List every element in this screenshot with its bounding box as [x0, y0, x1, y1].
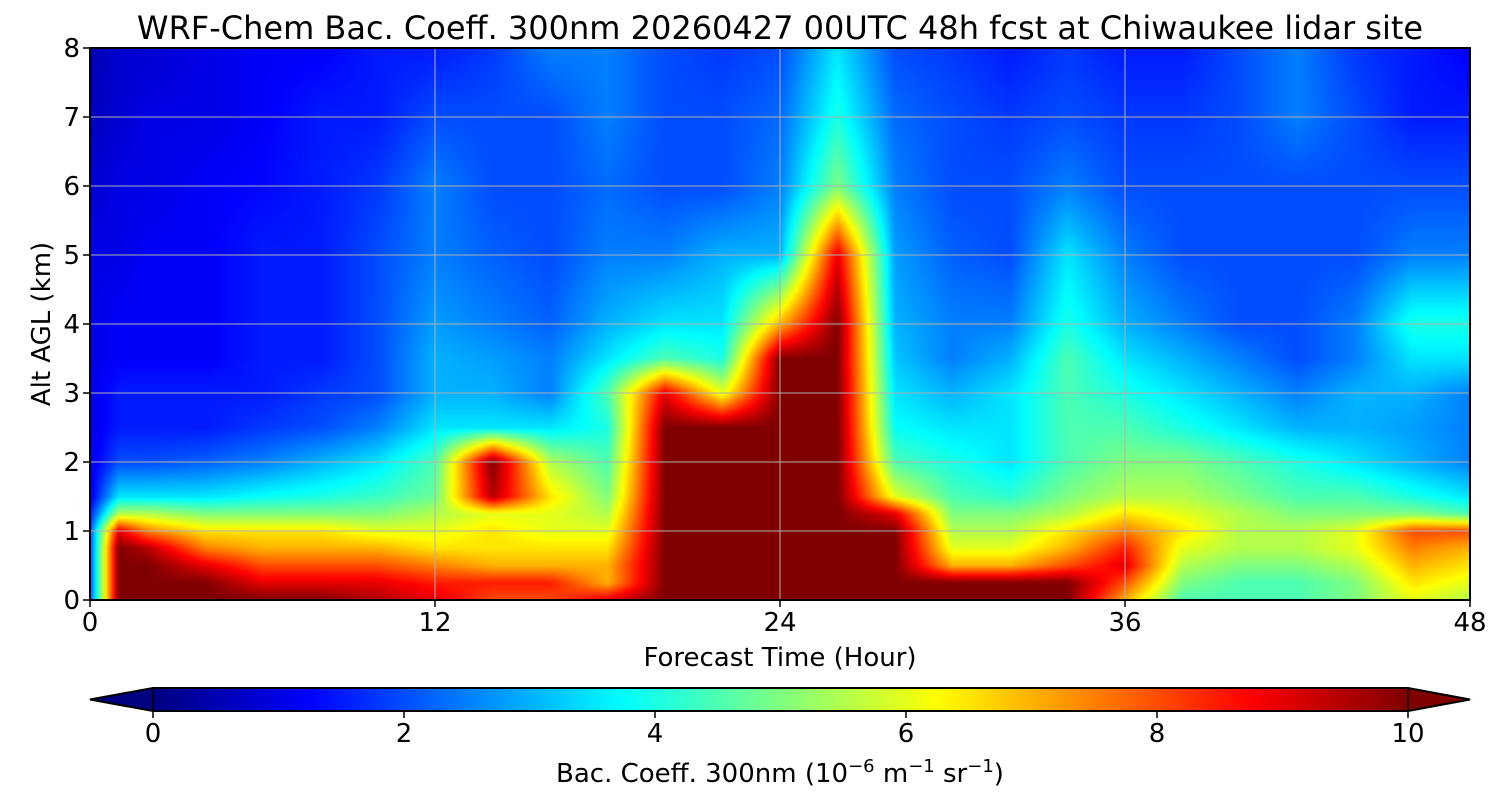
colorbar-extend-max	[1407, 687, 1471, 712]
chart-title: WRF-Chem Bac. Coeff. 300nm 20260427 00UT…	[137, 9, 1423, 47]
x-tick-label: 36	[1108, 608, 1141, 638]
colorbar-tick-label: 0	[145, 719, 162, 749]
y-axis-label: Alt AGL (km)	[27, 242, 57, 406]
y-tick-label: 3	[63, 379, 80, 409]
colorbar-ticks: 0 2 4 6 8 10	[145, 711, 1425, 749]
x-tick-label: 12	[418, 608, 451, 638]
x-tick-label: 48	[1453, 608, 1486, 638]
x-tick-label: 24	[763, 608, 796, 638]
y-tick-label: 8	[63, 34, 80, 64]
x-tick-label: 0	[82, 608, 99, 638]
colorbar-label: Bac. Coeff. 300nm (10−6 m−1 sr−1)	[556, 756, 1004, 789]
y-tick-label: 0	[63, 586, 80, 616]
y-tick-label: 7	[63, 103, 80, 133]
colorbar-gradient	[153, 688, 1408, 711]
colorbar-tick-label: 4	[647, 719, 664, 749]
colorbar-tick-label: 10	[1391, 719, 1424, 749]
colorbar: 0 2 4 6 8 10 Bac. Coeff. 300nm (10−6 m−1 sr−1…	[89, 687, 1471, 789]
colorbar-tick-label: 6	[898, 719, 915, 749]
colorbar-tick-label: 8	[1149, 719, 1166, 749]
y-tick-label: 1	[63, 517, 80, 547]
y-tick-label: 5	[63, 241, 80, 271]
x-axis-label: Forecast Time (Hour)	[643, 643, 916, 673]
y-axis: 0 1 2 3 4 5 6 7 8	[63, 34, 90, 616]
colorbar-tick-label: 2	[396, 719, 413, 749]
y-tick-label: 4	[63, 310, 80, 340]
y-tick-label: 6	[63, 172, 80, 202]
y-tick-label: 2	[63, 448, 80, 478]
colorbar-extend-min	[89, 687, 154, 712]
x-axis: 0 12 24 36 48	[82, 600, 1487, 638]
